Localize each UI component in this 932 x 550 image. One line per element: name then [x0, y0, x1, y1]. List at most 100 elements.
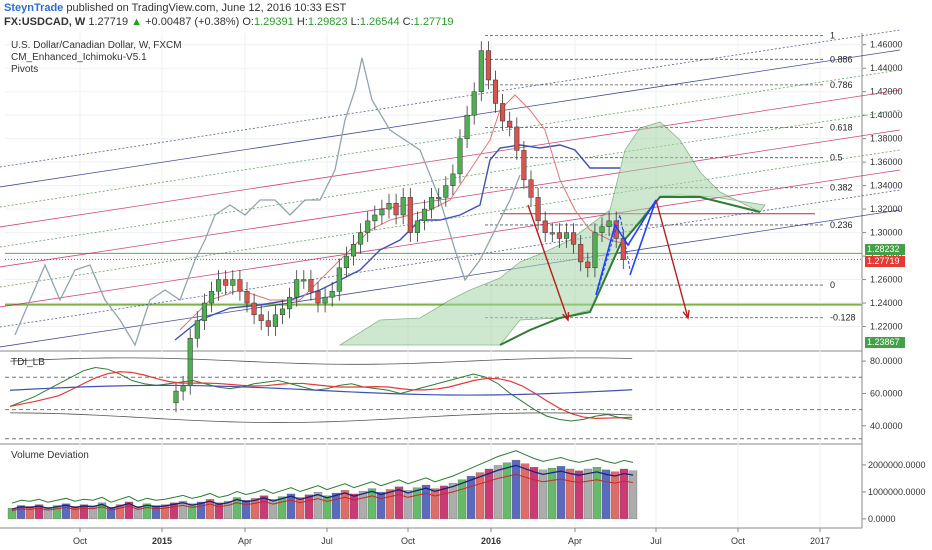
open-value: 1.29391	[254, 16, 294, 28]
volume-bar	[331, 492, 341, 520]
channel-line	[0, 169, 901, 308]
high-label: H:	[296, 16, 308, 28]
senkou-span-b	[499, 196, 761, 346]
channel-line	[0, 189, 901, 328]
volume-bar	[223, 500, 233, 520]
tdi-upper-band	[9, 357, 633, 365]
candle-body	[315, 291, 321, 304]
candle-body	[201, 302, 207, 321]
x-tick-label: Oct	[731, 536, 746, 546]
candle-body	[464, 114, 470, 139]
volume-bar	[565, 468, 575, 520]
candle-body	[507, 120, 513, 128]
volume-bar	[502, 462, 512, 520]
wave-pattern	[595, 199, 657, 296]
candle-body	[180, 384, 186, 392]
x-tick-label: Oct	[73, 536, 88, 546]
y-tick-label: 1.22000	[870, 322, 903, 332]
volume-bar	[25, 506, 35, 520]
volume-pane-title: Volume Deviation	[11, 450, 89, 461]
candle-body	[386, 202, 392, 210]
x-tick-label: 2015	[152, 536, 172, 546]
candle-body	[301, 279, 307, 282]
vol-y-tick-label: 1000000.0000	[868, 487, 926, 497]
volume-bar	[448, 483, 458, 520]
volume-bar	[133, 506, 143, 520]
candle-body	[421, 208, 428, 222]
vol-y-tick-label: 2000000.0000	[868, 460, 926, 470]
forecast-arrow-1-head	[562, 311, 570, 322]
volume-bar	[124, 501, 134, 520]
x-tick-label: Apr	[568, 536, 582, 546]
volume-bar	[232, 497, 242, 520]
price-pane	[5, 33, 862, 350]
candle-body	[528, 179, 534, 198]
candle-body	[542, 220, 548, 233]
volume-bar	[187, 503, 197, 520]
fib-level-label: 1	[830, 30, 835, 40]
volume-bar	[43, 507, 53, 520]
volume-upper-band	[11, 450, 634, 504]
x-tick-label: Apr	[238, 536, 252, 546]
volume-bar	[385, 489, 395, 520]
fib-level-label: -0.128	[830, 313, 856, 323]
channel-line	[0, 89, 901, 228]
y-tick-label: 1.32000	[870, 204, 903, 214]
volume-bar	[97, 502, 107, 520]
candle-body	[287, 296, 293, 310]
volume-bar	[259, 495, 269, 520]
tdi-rsi-line	[9, 367, 633, 422]
volume-bar	[466, 475, 476, 520]
x-tick-label: 2017	[810, 536, 830, 546]
y-tick-label: 1.30000	[870, 228, 903, 238]
candle-body	[208, 291, 215, 304]
candle-body	[578, 244, 584, 263]
y-tick-label: 1.46000	[870, 40, 903, 50]
symbol[interactable]: FX:USDCAD, W	[4, 16, 86, 28]
tdi-y-tick-label: 60.0000	[870, 388, 903, 398]
y-tick-label: 1.44000	[870, 63, 903, 73]
volume-bar	[619, 468, 629, 520]
volume-bar	[475, 472, 485, 520]
low-value: 1.26544	[359, 16, 400, 28]
fib-level-label: 0.786	[830, 80, 853, 90]
candle-body	[187, 338, 193, 386]
high-value: 1.29823	[307, 16, 348, 28]
candle-body	[450, 173, 456, 186]
tdi-base-line	[9, 384, 633, 396]
candle-body	[556, 232, 562, 239]
volume-bar	[538, 469, 548, 520]
price-tag-3: 1.23867	[865, 337, 905, 348]
volume-bar	[178, 500, 188, 520]
volume-bar	[340, 490, 350, 520]
volume-bar	[511, 459, 521, 520]
channel-line	[0, 49, 901, 188]
volume-bar	[295, 497, 305, 520]
candle-body	[414, 220, 420, 233]
volume-bar	[574, 470, 584, 520]
fib-level-label: 0.382	[830, 183, 853, 193]
volume-bar	[277, 496, 287, 520]
volume-bar	[421, 484, 431, 520]
volume-bar	[88, 505, 98, 520]
volume-bar	[214, 502, 224, 520]
candle-body	[492, 79, 499, 104]
x-tick-label: 2016	[481, 536, 501, 546]
volume-bar	[205, 499, 215, 520]
candle-body	[244, 291, 250, 304]
volume-bar	[268, 499, 278, 520]
candle-body	[279, 308, 286, 316]
forecast-arrow-1	[527, 204, 569, 321]
author-link[interactable]: SteynTrade	[4, 2, 64, 14]
volume-bar	[61, 503, 71, 520]
publish-text: published on TradingView.com, June 12, 2…	[66, 2, 347, 14]
volume-bar	[430, 488, 440, 520]
candle-body	[571, 232, 577, 245]
candle-body	[400, 197, 406, 216]
volume-bar	[304, 494, 314, 520]
volume-bar	[151, 505, 161, 520]
candle-body	[443, 185, 449, 198]
candle-body	[336, 267, 342, 292]
forecast-arrow-2	[655, 199, 689, 319]
